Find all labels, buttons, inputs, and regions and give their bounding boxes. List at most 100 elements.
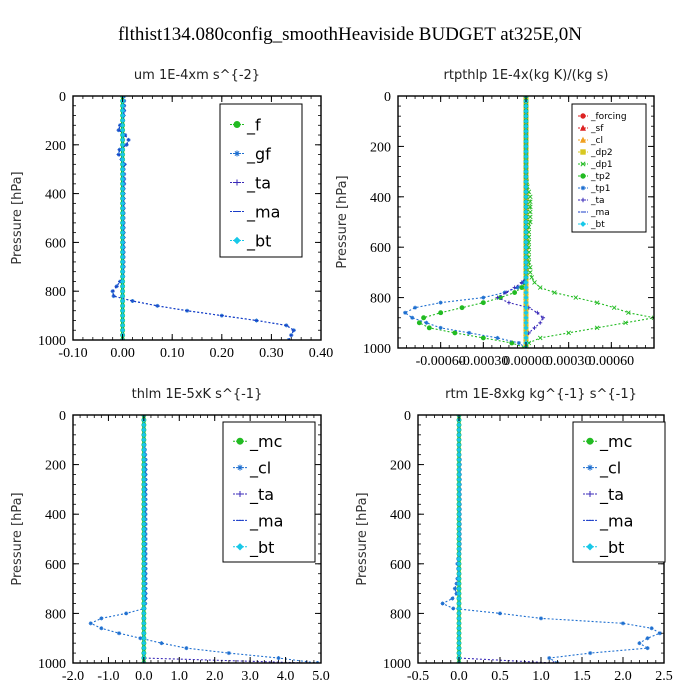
data-point — [573, 295, 579, 300]
data-point — [523, 179, 529, 185]
data-point — [456, 471, 462, 478]
data-point — [119, 283, 126, 289]
data-point — [456, 615, 462, 621]
data-point — [119, 249, 126, 255]
y-tick-label: 1000 — [383, 657, 411, 672]
data-point — [456, 536, 462, 542]
data-point — [141, 571, 147, 577]
legend-label: _dp2 — [590, 148, 613, 158]
data-point — [594, 325, 600, 331]
data-point — [141, 620, 147, 626]
data-point — [141, 605, 147, 612]
data-point — [119, 225, 126, 231]
data-point — [119, 200, 126, 206]
x-tick-label: -0.00060 — [416, 354, 466, 369]
data-point — [523, 174, 529, 180]
y-tick-label: 1000 — [38, 334, 66, 349]
data-point — [119, 288, 126, 294]
data-point — [119, 322, 126, 328]
data-point — [527, 204, 533, 210]
legend-label: _bt — [246, 232, 271, 252]
data-point — [119, 273, 126, 280]
data-point — [537, 335, 543, 341]
data-point — [467, 330, 472, 335]
data-point — [119, 327, 126, 333]
data-point — [523, 294, 529, 301]
data-point — [141, 466, 147, 473]
data-point — [456, 452, 462, 458]
x-tick-label: 2.0 — [206, 669, 224, 684]
data-point — [506, 300, 511, 305]
data-point — [141, 610, 147, 617]
y-tick-label: 0 — [59, 409, 66, 424]
data-point — [119, 244, 126, 250]
series-line-tp2 — [418, 96, 527, 348]
data-point — [523, 184, 529, 190]
legend-marker — [580, 149, 586, 155]
data-point — [119, 127, 126, 133]
legend-box — [571, 103, 647, 233]
data-point — [456, 650, 462, 656]
data-point — [535, 310, 540, 315]
data-point — [456, 486, 462, 493]
data-point — [119, 176, 126, 182]
data-point — [588, 651, 593, 656]
data-point — [141, 496, 147, 502]
data-point — [119, 112, 126, 119]
legend-marker — [237, 491, 243, 497]
data-point — [523, 209, 529, 215]
legend-label: _sf — [590, 124, 604, 134]
legend-marker — [580, 173, 586, 179]
data-point — [119, 210, 126, 216]
y-tick-label: 0 — [384, 90, 391, 105]
data-point — [141, 600, 147, 607]
data-point — [124, 611, 129, 616]
data-point — [523, 315, 529, 321]
data-point — [456, 511, 462, 517]
chart-panel-2: rtpthlp 1E-4x(kg K)/(kg s) Pressure [hPa]… — [335, 68, 655, 369]
legend-label: _gf — [246, 145, 271, 165]
data-point — [523, 249, 529, 255]
data-point — [523, 229, 529, 235]
data-point — [523, 219, 529, 225]
data-point — [141, 561, 147, 567]
y-tick-label: 600 — [45, 236, 66, 251]
data-point — [88, 621, 93, 626]
data-point — [141, 566, 147, 572]
data-point — [119, 230, 126, 236]
data-point — [456, 610, 462, 617]
data-point — [413, 305, 418, 310]
data-point — [119, 142, 126, 148]
data-point — [552, 290, 557, 295]
data-point — [416, 320, 422, 326]
data-point — [523, 310, 529, 316]
legend-marker — [580, 185, 586, 191]
data-point — [141, 526, 147, 532]
legend-label: _forcing — [590, 112, 627, 122]
x-tick-label: 0.00 — [110, 346, 135, 361]
data-point — [119, 259, 126, 265]
data-point — [276, 656, 281, 661]
legend-label: _ma — [590, 208, 610, 218]
data-point — [523, 118, 529, 124]
legend-marker — [587, 491, 593, 497]
data-point — [141, 536, 147, 542]
data-point — [456, 625, 462, 631]
chart-panel-3: thlm 1E-5xK s^{-1} Pressure [hPa] -2.0 -1.0… — [10, 387, 330, 684]
legend-label: _cl — [249, 459, 271, 479]
y-tick-label: 1000 — [38, 657, 66, 672]
data-point — [456, 491, 462, 497]
data-point — [456, 422, 462, 428]
data-point — [141, 457, 147, 463]
legend-label: _ta — [590, 196, 605, 206]
data-point — [119, 278, 126, 285]
data-point — [527, 209, 533, 215]
data-point — [456, 531, 462, 537]
data-point — [119, 317, 126, 324]
data-point — [456, 581, 462, 587]
legend: _mc _cl _ta _ma _bt — [222, 421, 316, 563]
x-tick-label: 0.40 — [309, 346, 334, 361]
data-point — [119, 166, 126, 172]
legend-box — [222, 421, 316, 563]
